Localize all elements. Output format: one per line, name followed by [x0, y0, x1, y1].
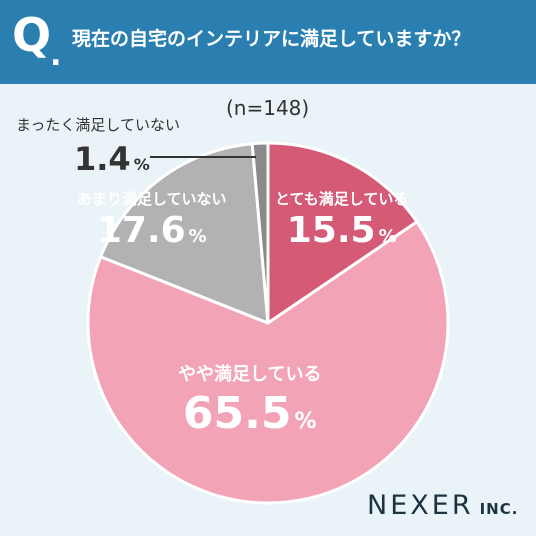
- slice-label-not-at-all-satisfied: まったく満足していない 1.4%: [16, 114, 180, 175]
- slice-name: やや満足している: [178, 364, 322, 385]
- slice-unit: %: [188, 226, 207, 247]
- q-dot: .: [50, 38, 62, 73]
- slice-name: あまり満足していない: [77, 190, 227, 208]
- slice-not-very-satisfied: [99, 142, 270, 325]
- slice-very-satisfied: [266, 141, 419, 325]
- sample-size: (n=148): [226, 96, 310, 120]
- slice-value: 65.5: [182, 388, 292, 439]
- slice-value: 1.4: [74, 140, 131, 178]
- slice-unit: %: [133, 155, 150, 174]
- question-header: Q . 現在の自宅のインテリアに満足していますか？: [0, 0, 536, 84]
- logo-sub: INC.: [479, 500, 519, 518]
- slice-value: 17.6: [96, 210, 186, 251]
- slice-name: まったく満足していない: [16, 116, 180, 134]
- question-text: 現在の自宅のインテリアに満足していますか？: [72, 28, 471, 50]
- slice-label-very-satisfied: とても満足している 15.5%: [275, 188, 408, 249]
- slice-label-not-very-satisfied: あまり満足していない 17.6%: [77, 188, 227, 249]
- q-mark: Q: [12, 8, 52, 62]
- slice-unit: %: [294, 409, 317, 434]
- logo-main: NEXER: [367, 490, 474, 521]
- slice-label-somewhat-satisfied: やや満足している 65.5%: [178, 360, 321, 436]
- nexer-logo: NEXER INC.: [367, 490, 518, 521]
- slice-somewhat-satisfied: [86, 220, 450, 505]
- slice-unit: %: [378, 226, 397, 247]
- slice-not-at-all-satisfied: [250, 141, 270, 325]
- slice-value: 15.5: [286, 210, 376, 251]
- slice-name: とても満足している: [275, 190, 409, 208]
